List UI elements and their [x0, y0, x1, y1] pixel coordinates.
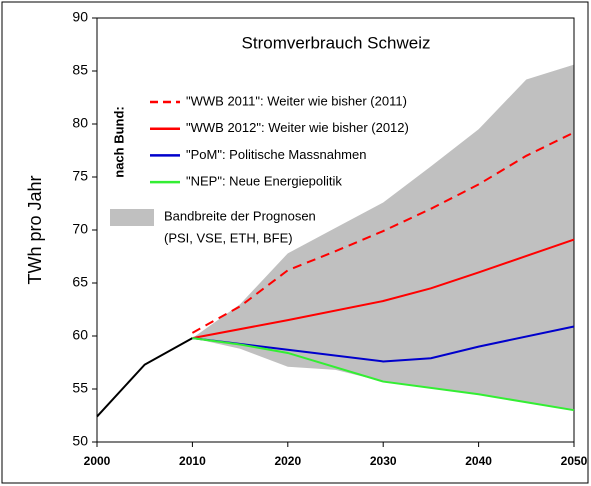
x-tick-label: 2020	[274, 454, 301, 468]
band-area	[192, 64, 574, 411]
series-line	[191, 131, 575, 334]
y-tick-label: 75	[72, 168, 88, 184]
series-line	[192, 325, 575, 363]
y-tick-label: 90	[72, 9, 88, 25]
legend-label: (PSI, VSE, ETH, BFE)	[164, 230, 293, 245]
y-tick-label: 70	[72, 221, 88, 237]
y-axis-label: TWh pro Jahr	[25, 175, 45, 284]
legend-label: "WWB 2012": Weiter wie bisher (2012)	[186, 120, 409, 135]
legend-label: "PoM": Politische Massnahmen	[186, 147, 366, 162]
x-tick-label: 2010	[179, 454, 206, 468]
y-tick-label: 80	[72, 115, 88, 131]
y-tick-label: 65	[72, 274, 88, 290]
y-tick-label: 85	[72, 62, 88, 78]
legend-annotation: nach Bund:	[111, 106, 126, 178]
x-tick-label: 2000	[84, 454, 111, 468]
chart-title: Stromverbrauch Schweiz	[242, 33, 431, 52]
x-tick-label: 2050	[561, 454, 588, 468]
legend-label: "WWB 2011": Weiter wie bisher (2011)	[186, 93, 407, 108]
series-line	[192, 238, 575, 340]
x-tick-label: 2030	[370, 454, 397, 468]
y-tick-label: 50	[72, 433, 88, 449]
series-line	[192, 337, 575, 412]
y-tick-label: 60	[72, 327, 88, 343]
series-line	[96, 337, 193, 418]
legend-label: "NEP": Neue Energiepolitik	[186, 174, 342, 189]
legend-label: Bandbreite der Prognosen	[164, 208, 316, 223]
legend-swatch	[110, 209, 154, 226]
y-tick-label: 55	[72, 380, 88, 396]
x-tick-label: 2040	[465, 454, 492, 468]
